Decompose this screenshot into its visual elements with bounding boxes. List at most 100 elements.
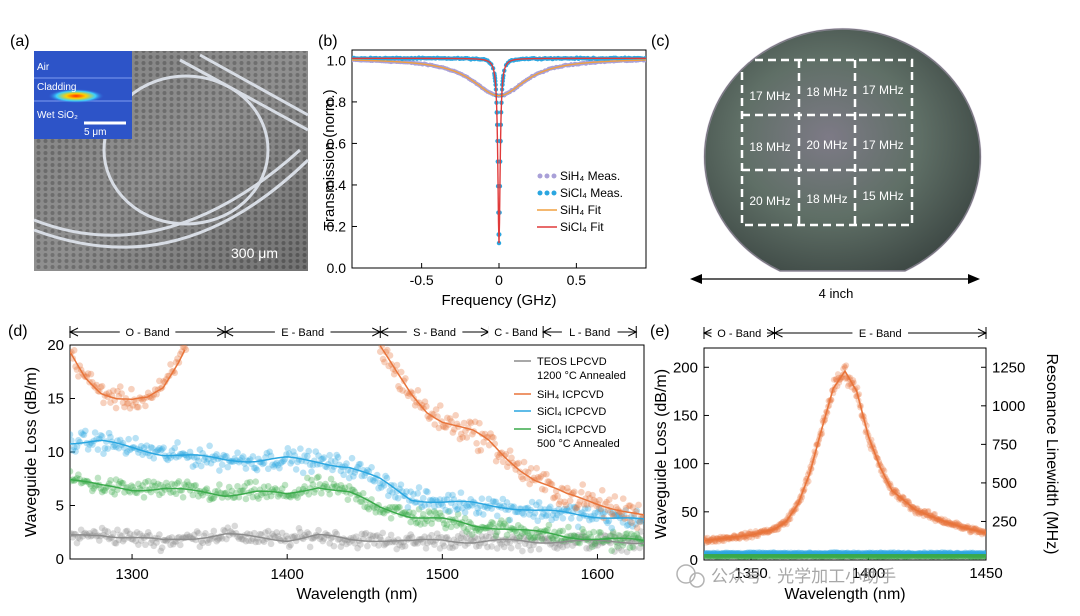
plot-e-point	[904, 502, 911, 509]
plot-d-point	[366, 531, 374, 539]
plot-d-point	[228, 487, 236, 495]
plot-d-point	[288, 533, 296, 541]
plot-d-point	[485, 441, 493, 449]
plot-d-point	[559, 527, 567, 535]
plot-d-point	[158, 544, 166, 552]
plot-d-point	[580, 532, 588, 540]
plot-d-point	[224, 463, 232, 471]
plot-d-point	[467, 495, 475, 503]
plot-d-point	[135, 449, 142, 456]
panel-c: (c) 17 MHz 18 MHz 17 MHz 18 MHz 20 MHz 1…	[651, 27, 982, 301]
plot-d-point	[486, 529, 494, 536]
plot-d-point	[280, 457, 287, 465]
plot-d-point	[91, 528, 99, 536]
plot-e-point	[968, 529, 975, 536]
legend-b-label: SiCl₄ Meas.	[560, 186, 623, 200]
plot-d-point	[269, 530, 276, 538]
plot-d-point	[506, 447, 514, 454]
plot-d-point	[142, 541, 149, 549]
plot-d-point	[308, 468, 315, 475]
plot-d-point	[193, 528, 201, 535]
plot-d-point	[514, 522, 522, 529]
plot-d-point	[140, 444, 148, 452]
plot-d-point	[478, 533, 486, 540]
plot-d-point	[278, 458, 286, 466]
plot-d-point	[492, 457, 500, 465]
plot-d-point	[601, 532, 609, 539]
plot-d-point	[431, 503, 438, 510]
plot-d-point	[351, 469, 359, 476]
plot-d-point	[498, 517, 505, 524]
plot-d-point	[408, 533, 416, 541]
plot-d-point	[533, 536, 540, 544]
plot-d-point	[196, 446, 204, 453]
plot-d-point	[544, 526, 551, 533]
plot-d-point	[542, 512, 550, 520]
plot-d-point	[418, 503, 426, 511]
plot-d-point	[579, 531, 586, 539]
plot-d-point	[231, 522, 239, 530]
plot-d-point	[552, 514, 560, 522]
plot-d-point	[221, 527, 229, 535]
plot-d-point	[443, 521, 451, 528]
plot-d-ytick-label: 5	[56, 498, 64, 515]
plot-d-point	[630, 544, 638, 552]
plot-d-point	[297, 528, 304, 536]
sem-scale-label: 300 μm	[231, 245, 278, 261]
plot-d-point	[459, 530, 466, 537]
plot-d-point	[505, 517, 512, 524]
plot-d-point	[488, 433, 496, 441]
plot-d-point	[270, 532, 278, 540]
plot-d-point	[405, 508, 413, 516]
die-label: 18 MHz	[806, 192, 847, 206]
plot-d-point	[531, 509, 539, 517]
plot-d-point	[150, 455, 158, 462]
plot-d-point	[329, 483, 336, 491]
die-label: 17 MHz	[749, 89, 790, 103]
plot-d-point	[392, 503, 399, 511]
plot-d-point	[192, 536, 199, 544]
plot-d-point	[421, 520, 428, 527]
plot-d-point	[609, 528, 617, 536]
plot-d-point	[245, 537, 253, 545]
plot-d-point	[381, 358, 388, 366]
plot-d-point	[308, 476, 315, 484]
plot-e-point	[747, 528, 754, 535]
plot-d-point	[285, 543, 293, 551]
plot-e-xtick-label: 1450	[969, 565, 1002, 582]
plot-d-point	[565, 523, 572, 531]
plot-d-point	[605, 496, 613, 504]
plot-d-point	[260, 483, 268, 491]
plot-d-point	[202, 529, 209, 537]
plot-d-point	[449, 491, 456, 499]
plot-e-band-arrow	[702, 328, 713, 338]
plot-d-point	[267, 452, 275, 460]
plot-d-point	[206, 496, 213, 504]
plot-d-point	[123, 400, 131, 407]
plot-d-point	[146, 532, 153, 539]
plot-e-series	[704, 362, 986, 560]
plot-d-point	[245, 457, 253, 465]
plot-d-trend-line	[70, 478, 644, 542]
plot-d-point	[368, 464, 375, 471]
plot-d-point	[524, 534, 532, 542]
plot-d-point	[112, 404, 120, 412]
plot-d-point	[394, 504, 402, 511]
plot-d-point	[479, 511, 487, 518]
plot-d-point	[352, 495, 360, 503]
plot-e-point	[896, 495, 903, 502]
plot-d-trend-line	[70, 533, 644, 545]
plot-d-point	[214, 536, 222, 543]
plot-e-point	[907, 506, 914, 513]
plot-d-point	[341, 484, 349, 492]
plot-d-point	[564, 484, 571, 492]
plot-d-point	[538, 513, 546, 520]
plot-d-point	[142, 479, 149, 486]
plot-d-point	[249, 493, 257, 501]
plot-d-point	[630, 532, 638, 540]
plot-d-point	[309, 481, 317, 488]
plot-d-point	[211, 488, 219, 495]
plot-d-point	[326, 490, 333, 498]
plot-d-point	[636, 544, 643, 552]
plot-d-point	[546, 503, 554, 511]
